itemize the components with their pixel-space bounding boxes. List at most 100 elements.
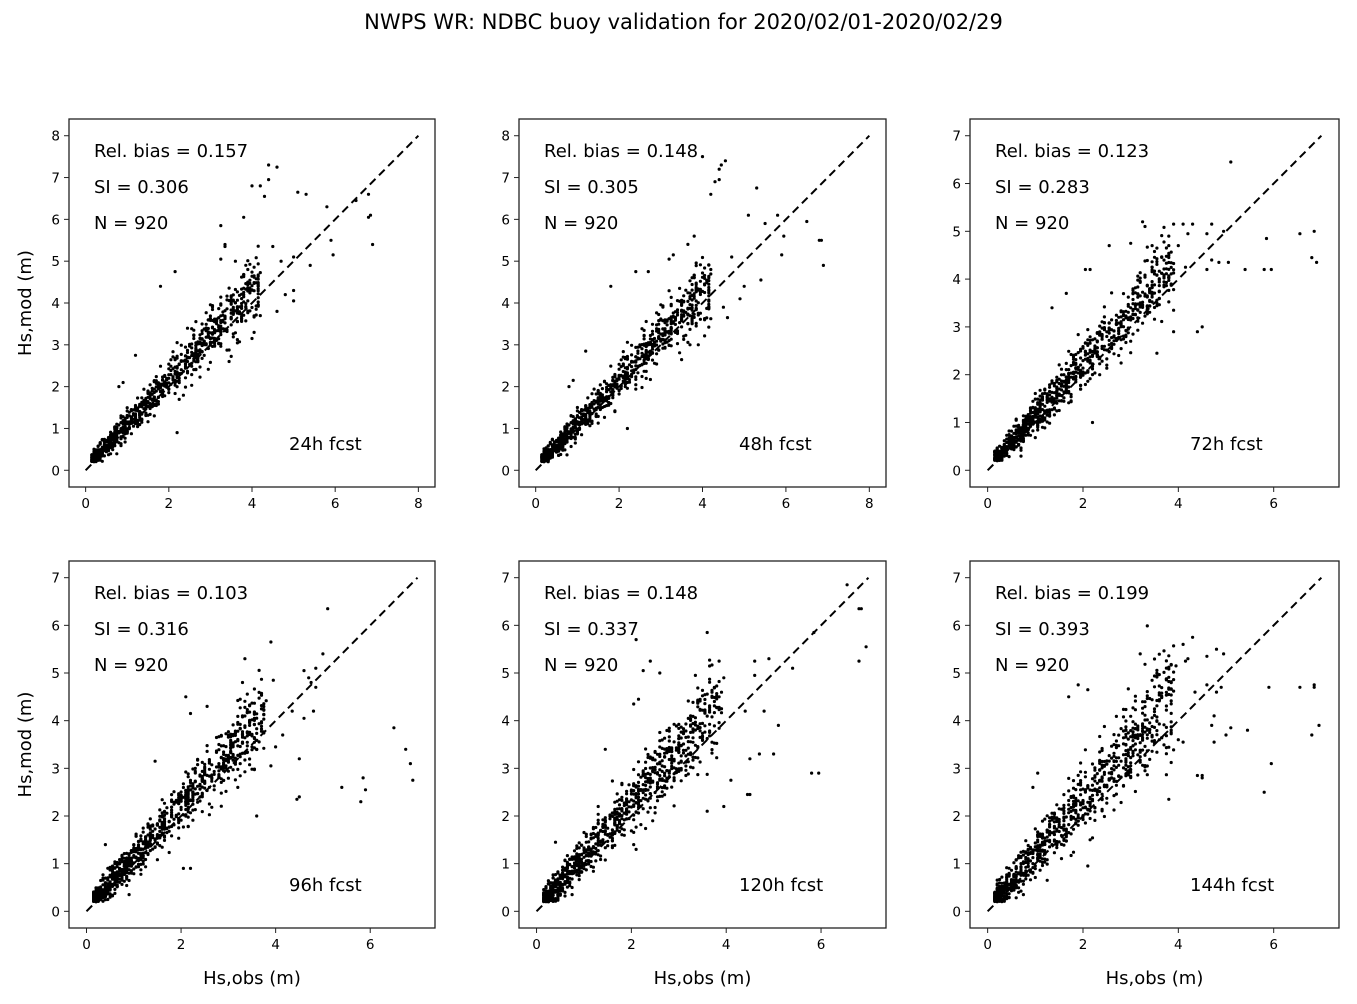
data-point <box>1062 803 1066 807</box>
data-point <box>648 806 652 810</box>
data-point <box>246 299 250 303</box>
data-point <box>127 871 131 875</box>
data-point <box>236 729 240 733</box>
data-point <box>691 721 695 726</box>
data-point <box>233 259 237 263</box>
data-point <box>99 885 103 889</box>
data-point <box>680 308 684 312</box>
data-point <box>650 322 655 326</box>
data-point <box>575 405 580 410</box>
data-point <box>609 284 613 288</box>
data-point <box>125 420 129 424</box>
data-point <box>132 867 136 871</box>
data-point <box>577 878 581 882</box>
rel-bias-label: Rel. bias = 0.148 <box>544 141 698 162</box>
data-point <box>127 863 131 867</box>
data-point <box>177 796 181 800</box>
data-point <box>1129 761 1133 765</box>
data-point <box>636 792 641 796</box>
data-point <box>212 788 216 792</box>
data-point <box>1169 272 1173 276</box>
data-point <box>1071 357 1076 361</box>
data-point <box>703 318 707 322</box>
data-point <box>1100 763 1104 767</box>
data-point <box>1133 304 1137 308</box>
data-point <box>1050 306 1054 310</box>
data-point <box>240 680 245 685</box>
data-point <box>1038 420 1042 424</box>
data-point <box>692 276 696 280</box>
data-point <box>681 742 686 746</box>
data-point <box>98 441 102 445</box>
si-label: SI = 0.306 <box>94 177 189 198</box>
data-point <box>200 791 204 795</box>
data-point <box>240 297 244 301</box>
data-point <box>634 638 638 642</box>
data-point <box>245 734 249 738</box>
data-point <box>605 395 609 399</box>
data-point <box>1055 375 1059 379</box>
data-point <box>675 313 680 317</box>
data-point <box>1143 730 1147 734</box>
data-point <box>1076 367 1080 371</box>
data-point <box>123 425 127 429</box>
data-point <box>757 752 762 756</box>
data-point <box>703 273 707 278</box>
data-point <box>708 730 712 735</box>
y-tick-label: 0 <box>501 904 510 920</box>
data-point <box>92 447 96 451</box>
data-point <box>636 351 640 355</box>
data-point <box>1086 328 1090 332</box>
data-point <box>1112 768 1116 772</box>
data-point <box>644 747 648 751</box>
data-point <box>678 321 682 325</box>
data-point <box>1090 373 1095 377</box>
data-point <box>1059 373 1064 377</box>
data-point <box>1167 300 1171 304</box>
data-point <box>698 726 702 730</box>
data-point <box>663 321 667 325</box>
data-point <box>561 433 565 437</box>
data-point <box>634 801 638 805</box>
data-point <box>295 797 299 801</box>
data-point <box>148 827 152 831</box>
data-point <box>118 866 122 871</box>
data-point <box>580 853 584 857</box>
data-point <box>110 893 115 897</box>
data-point <box>658 794 662 799</box>
data-point <box>717 705 721 709</box>
data-point <box>1155 262 1159 266</box>
data-point <box>162 826 167 830</box>
data-point <box>283 293 287 297</box>
data-point <box>694 324 698 328</box>
data-point <box>658 774 662 778</box>
data-point <box>165 811 169 815</box>
data-point <box>648 781 652 785</box>
data-point <box>696 343 700 347</box>
data-point <box>550 438 555 442</box>
data-point <box>1176 244 1180 248</box>
data-point <box>672 740 676 744</box>
data-point <box>1036 423 1040 427</box>
data-point <box>681 751 686 755</box>
data-point <box>219 327 223 331</box>
data-point <box>1026 843 1030 848</box>
data-point <box>198 783 202 788</box>
data-point <box>121 380 125 385</box>
data-point <box>108 882 112 886</box>
data-point <box>186 824 190 829</box>
data-point <box>620 781 624 785</box>
data-point <box>252 687 256 691</box>
data-point <box>606 826 610 830</box>
data-point <box>684 735 688 740</box>
data-point <box>667 726 671 730</box>
forecast-label: 120h fcst <box>739 875 823 896</box>
data-point <box>762 709 766 713</box>
data-point <box>646 752 650 757</box>
data-point <box>677 745 681 749</box>
data-point <box>200 810 204 814</box>
data-point <box>1048 383 1052 387</box>
x-tick-label: 4 <box>722 937 731 953</box>
data-point <box>240 317 244 321</box>
data-point <box>653 750 657 755</box>
